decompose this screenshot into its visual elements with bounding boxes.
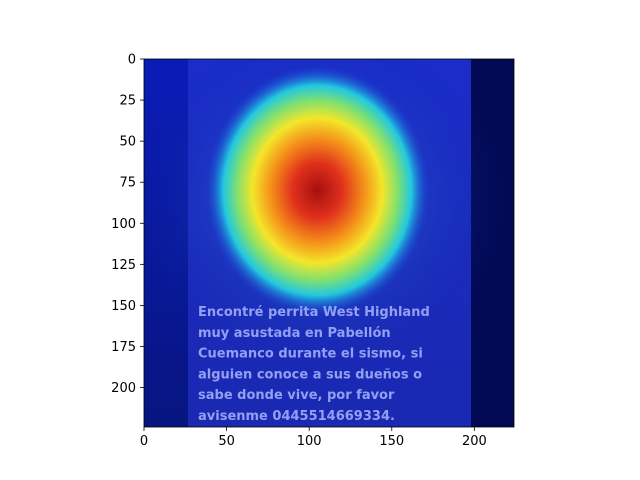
hotspot-ellipse (205, 65, 430, 316)
x-tick-label: 50 (218, 434, 235, 449)
caption-line: alguien conoce a sus dueños o (198, 367, 422, 382)
heatmap-hotspot (205, 65, 430, 316)
y-tick-label: 175 (111, 340, 136, 355)
y-tick-label: 50 (119, 135, 136, 150)
y-tick-label: 0 (128, 53, 136, 68)
plot-frame (143, 58, 515, 428)
y-tick-label: 200 (111, 381, 136, 396)
y-tick-label: 150 (111, 299, 136, 314)
y-tick-label: 100 (111, 217, 136, 232)
heatmap-image: Encontré perrita West Highland muy asusta… (144, 59, 514, 427)
image-caption: Encontré perrita West Highland muy asusta… (198, 305, 430, 424)
caption-line: Encontré perrita West Highland (198, 305, 430, 320)
x-tick-label: 100 (297, 434, 322, 449)
x-tick-label: 200 (462, 434, 487, 449)
y-tick-label: 25 (119, 94, 136, 109)
caption-line: avisenme 0445514669334. (198, 409, 395, 424)
y-tick-label: 75 (119, 176, 136, 191)
y-tick-label: 125 (111, 258, 136, 273)
x-axis: 0 50 100 150 200 (140, 427, 487, 449)
x-tick-label: 150 (379, 434, 404, 449)
caption-line: sabe donde vive, por favor (198, 388, 395, 403)
caption-line: Cuemanco durante el sismo, si (198, 347, 423, 362)
y-axis: 0 25 50 75 100 125 150 175 200 (111, 53, 144, 396)
x-tick-label: 0 (140, 434, 148, 449)
caption-line: muy asustada en Pabellón (198, 326, 391, 341)
